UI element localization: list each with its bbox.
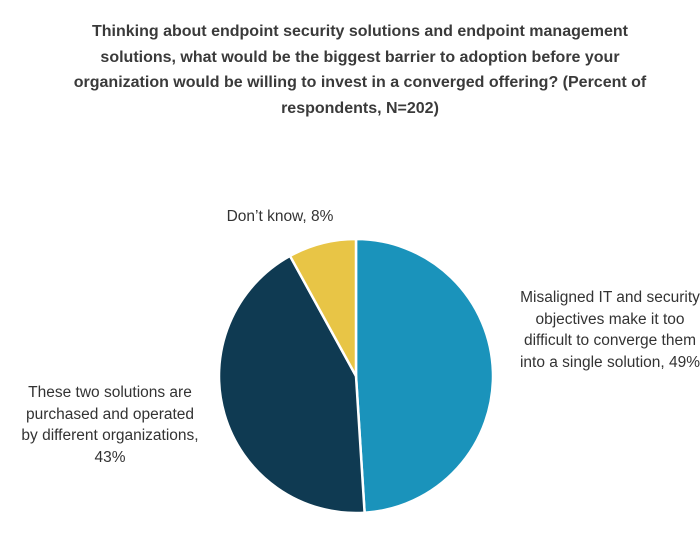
slice-label-misaligned: Misaligned IT and security objectives ma…	[519, 289, 700, 371]
pie-slice-1	[217, 254, 366, 515]
pie-slice-0	[354, 237, 495, 514]
pie-slice-2	[288, 237, 358, 378]
slice-label-different-orgs: These two solutions are purchased and op…	[21, 384, 199, 466]
chart-title: Thinking about endpoint security solutio…	[73, 23, 647, 117]
slice-label-dont-know: Don’t know, 8%	[226, 208, 334, 225]
